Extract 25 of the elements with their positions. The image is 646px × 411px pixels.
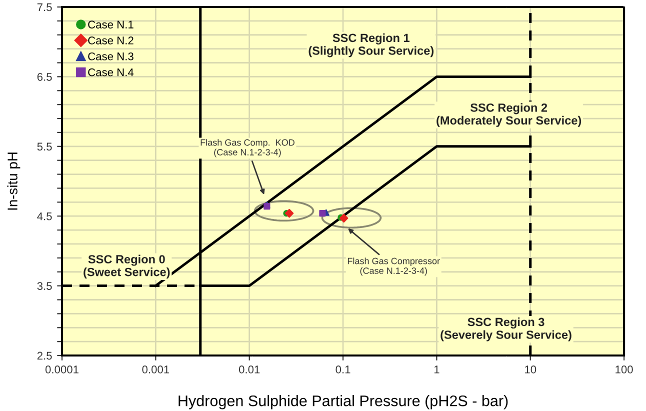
- annotation: Flash Gas Compressor (Case N.1-2-3-4): [348, 258, 440, 276]
- y-axis-title: In-situ pH: [7, 152, 20, 210]
- x-tick-label: 100: [616, 366, 633, 374]
- annotation: SSC Region 1 (Slightly Sour Service): [308, 33, 434, 58]
- annotation: Flash Gas Comp. KOD (Case N.1-2-3-4): [200, 139, 294, 158]
- x-tick-label: 0.01: [238, 366, 260, 374]
- y-tick-label: 7.5: [37, 3, 52, 12]
- y-tick-label: 3.5: [37, 282, 52, 290]
- x-tick-label: 0.001: [142, 366, 170, 374]
- y-tick-label: 2.5: [37, 352, 52, 360]
- x-tick-label: 1: [434, 366, 440, 374]
- legend-label: Case N.1: [88, 20, 134, 28]
- annotation: SSC Region 2 (Moderately Sour Service): [436, 103, 582, 127]
- x-tick-label: 10: [525, 366, 536, 374]
- legend-label: Case N.2: [88, 36, 134, 44]
- x-tick-label: 0.0001: [45, 366, 78, 374]
- annotation: SSC Region 0 (Sweet Service): [84, 254, 170, 279]
- y-tick-label: 6.5: [37, 72, 52, 81]
- y-tick-label: 5.5: [37, 142, 52, 151]
- annotation: SSC Region 3 (Severely Sour Service): [440, 317, 572, 342]
- legend-label: Case N.3: [88, 52, 134, 60]
- x-axis-title: Hydrogen Sulphide Partial Pressure (pH2S - bar): [178, 395, 508, 410]
- legend-label: Case N.4: [88, 68, 134, 76]
- x-tick-label: 0.1: [336, 366, 350, 374]
- y-tick-label: 4.5: [37, 212, 52, 220]
